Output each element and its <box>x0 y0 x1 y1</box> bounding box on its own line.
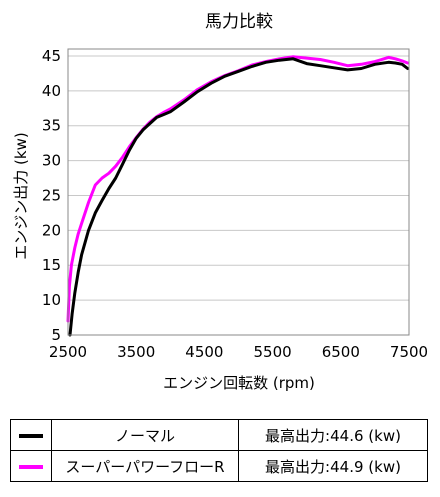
legend-swatch-super <box>19 464 43 469</box>
x-tick-label: 4500 <box>185 343 223 361</box>
x-tick-labels: 2500 3500 4500 5500 6500 7500 <box>49 343 428 361</box>
legend-name-normal: ノーマル <box>51 419 239 451</box>
series-lines <box>66 55 410 337</box>
legend-table: ノーマル 最高出力:44.6 (kw) スーパーパワーフローR 最高出力:44.… <box>10 419 428 482</box>
x-tick-label: 7500 <box>390 343 428 361</box>
y-tick-label: 5 <box>51 326 61 344</box>
y-tick-label: 30 <box>42 152 61 170</box>
y-tick-labels: 5 10 15 20 25 30 35 40 45 <box>42 47 61 344</box>
series-line-normal <box>68 57 410 337</box>
y-axis-title: エンジン出力 (kw) <box>12 132 30 259</box>
y-tick-label: 20 <box>42 221 61 239</box>
legend-peak-value: 44.6 (kw) <box>330 426 401 445</box>
x-axis-title: エンジン回転数 (rpm) <box>163 374 315 392</box>
y-tick-label: 10 <box>42 291 61 309</box>
legend-row-super: スーパーパワーフローR 最高出力:44.9 (kw) <box>10 450 428 482</box>
x-tick-label: 5500 <box>254 343 292 361</box>
legend-peak-label: 最高出力: <box>265 426 331 445</box>
y-tick-label: 40 <box>42 82 61 100</box>
x-tick-label: 2500 <box>49 343 87 361</box>
x-tick-label: 6500 <box>322 343 360 361</box>
chart-title: 馬力比較 <box>205 12 273 32</box>
legend-peak-value: 44.9 (kw) <box>330 457 401 476</box>
x-tick-label: 3500 <box>117 343 155 361</box>
legend-peak-label: 最高出力: <box>265 457 331 476</box>
legend-name-super: スーパーパワーフローR <box>51 450 239 482</box>
y-tick-label: 35 <box>42 117 61 135</box>
legend-row-normal: ノーマル 最高出力:44.6 (kw) <box>10 419 428 451</box>
plot-frame <box>67 48 410 336</box>
y-tick-label: 15 <box>42 256 61 274</box>
y-tick-label: 45 <box>42 47 61 65</box>
legend-peak-super: 最高出力:44.9 (kw) <box>238 450 428 482</box>
series-line-super <box>66 55 410 323</box>
legend-peak-normal: 最高出力:44.6 (kw) <box>238 419 428 451</box>
legend-swatch-normal <box>19 433 43 438</box>
grid-lines <box>68 55 409 301</box>
chart: 馬力比較 2500 3500 4500 5500 6500 7500 5 10 15 20 25 3… <box>12 12 428 392</box>
y-tick-label: 25 <box>42 186 61 204</box>
legend-swatch-cell <box>10 419 52 451</box>
legend-swatch-cell <box>10 450 52 482</box>
